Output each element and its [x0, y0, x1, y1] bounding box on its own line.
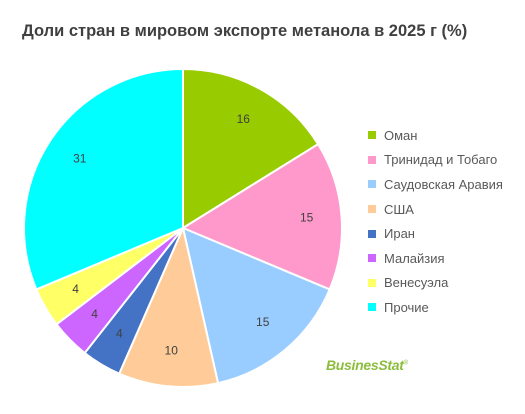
data-label-саудовская-аравия: 15 [256, 315, 270, 329]
pie-slice-тринидад-и-тобаго [180, 142, 343, 291]
pie-slice-прочие [23, 67, 184, 291]
businesstat-logo: BusinesStat® [326, 357, 408, 373]
data-label-венесуэла: 4 [72, 282, 79, 296]
chart-title: Доли стран в мировом экспорте метанола в… [22, 22, 468, 40]
legend-swatch [368, 254, 376, 263]
legend-label: США [384, 201, 414, 217]
legend-swatch [368, 303, 376, 312]
pie-slice-саудовская-аравия [181, 226, 331, 385]
data-label-тринидад-и-тобаго: 15 [300, 210, 314, 224]
legend-swatch [368, 205, 376, 214]
legend-label: Прочие [384, 299, 429, 315]
legend-label: Иран [384, 226, 415, 242]
data-label-сша: 10 [165, 344, 179, 358]
data-label-прочие: 31 [73, 151, 87, 165]
legend-item: Саудовская Аравия [368, 172, 503, 197]
legend-item: Малайзия [368, 246, 503, 271]
legend-label: Оман [384, 127, 418, 143]
registered-mark: ® [403, 360, 408, 367]
data-label-оман: 16 [237, 112, 251, 126]
pie-slice-оман [182, 67, 320, 230]
legend-swatch [368, 278, 376, 287]
legend-swatch [368, 131, 376, 140]
data-label-малайзия: 4 [91, 307, 98, 321]
legend-label: Тринидад и Тобаго [384, 152, 498, 168]
legend-label: Малайзия [384, 250, 445, 266]
data-label-иран: 4 [116, 327, 123, 341]
legend-label: Саудовская Аравия [384, 176, 503, 192]
legend-swatch [368, 229, 376, 238]
legend-label: Венесуэла [384, 275, 449, 291]
legend-item: США [368, 197, 503, 222]
legend-swatch [368, 180, 376, 189]
legend-item: Тринидад и Тобаго [368, 148, 503, 173]
logo-text: BusinesStat [326, 357, 404, 373]
legend-item: Оман [368, 123, 503, 148]
legend: Оман Тринидад и Тобаго Саудовская Аравия СШ… [368, 123, 503, 320]
pie-slice-сша [117, 224, 220, 388]
legend-item: Прочие [368, 295, 503, 320]
pie-slices [23, 67, 343, 388]
legend-item: Венесуэла [368, 271, 503, 296]
legend-swatch [368, 155, 376, 164]
legend-item: Иран [368, 221, 503, 246]
